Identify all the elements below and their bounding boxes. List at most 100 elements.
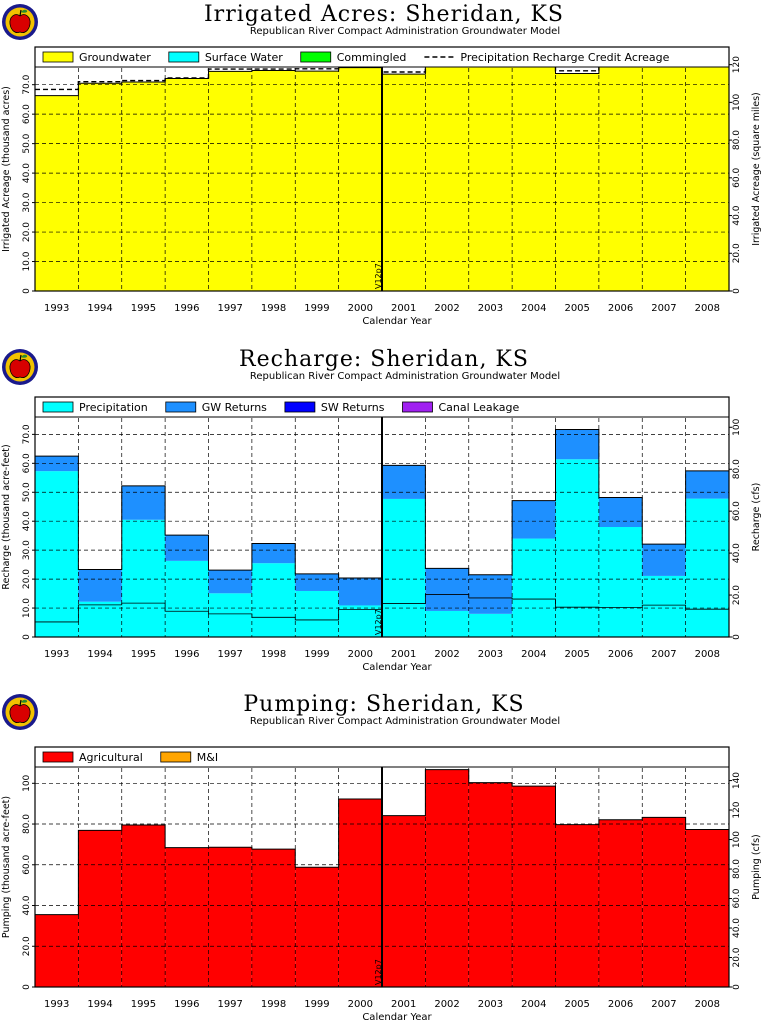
x-tick-label: 2004: [521, 999, 546, 1010]
recharge-panel: Recharge: Sheridan, KS Republican River …: [0, 345, 768, 685]
bar-precipitation: [598, 527, 643, 637]
bar-precipitation: [685, 498, 729, 637]
left-axis-tick-label: 0: [22, 288, 32, 294]
bar-groundwater: [165, 78, 209, 291]
right-axis-tick-label: 80.0: [732, 130, 742, 150]
legend-swatch: [165, 401, 197, 413]
bar-agricultural: [642, 817, 686, 987]
legend-swatch: [160, 751, 192, 763]
x-tick-label: 1996: [174, 303, 199, 314]
right-axis-tick-label: 140: [732, 772, 742, 789]
bar-precipitation: [382, 498, 426, 637]
left-axis-tick-label: 50.0: [22, 133, 32, 153]
bar-precipitation: [78, 601, 122, 637]
vline-label: V12p7: [374, 609, 383, 635]
bar-precipitation: [165, 560, 209, 637]
bar-agricultural: [338, 798, 382, 987]
left-axis-tick-label: 40.0: [22, 511, 32, 531]
x-tick-label: 2007: [651, 999, 676, 1010]
apple-leaf: [21, 9, 28, 13]
bar-groundwater: [338, 67, 382, 291]
chart-title: Recharge: Sheridan, KS: [239, 347, 529, 372]
x-tick-label: 1999: [304, 649, 329, 660]
x-tick-label: 2007: [651, 649, 676, 660]
x-tick-label: 1997: [217, 999, 242, 1010]
bar-gw-returns: [251, 543, 296, 564]
chart-title: Irrigated Acres: Sheridan, KS: [203, 2, 564, 27]
bar-gw-returns: [121, 485, 166, 520]
x-tick-label: 1996: [174, 999, 199, 1010]
apple-stem: [19, 699, 22, 707]
left-axis-tick-label: 30.0: [22, 540, 32, 560]
legend-swatch: [168, 51, 200, 63]
x-axis-label: Calendar Year: [362, 316, 432, 327]
left-axis-tick-label: 70.0: [22, 424, 32, 444]
left-axis-tick-label: 10.0: [22, 251, 32, 271]
bar-precipitation: [642, 575, 686, 637]
bar-precipitation: [208, 593, 252, 637]
bar-gw-returns: [165, 535, 209, 561]
legend-label: Precipitation: [79, 401, 148, 414]
y-axis-label-right: Recharge (cfs): [751, 483, 762, 552]
right-axis-tick-label: 60.0: [732, 168, 742, 188]
bar-precipitation: [468, 613, 513, 637]
right-axis-tick-label: 20.0: [732, 243, 742, 263]
x-tick-label: 1998: [261, 303, 286, 314]
left-axis-tick-label: 70.0: [22, 74, 32, 94]
bar-gw-returns: [685, 470, 729, 499]
apple-logo: [2, 694, 38, 730]
apple-body: [9, 704, 31, 723]
right-axis-tick-label: 120: [732, 801, 742, 818]
x-tick-label: 1999: [304, 999, 329, 1010]
right-axis-tick-label: 80.0: [732, 459, 742, 479]
bar-agricultural: [121, 825, 166, 987]
right-axis-tick-label: 100: [732, 831, 742, 848]
apple-stem: [19, 9, 22, 17]
x-tick-label: 1999: [304, 303, 329, 314]
x-tick-label: 2003: [478, 999, 503, 1010]
x-tick-label: 2008: [695, 303, 720, 314]
x-tick-label: 2002: [434, 999, 459, 1010]
bar-groundwater: [295, 71, 339, 291]
bar-gw-returns: [382, 465, 426, 499]
x-tick-label: 2005: [564, 303, 589, 314]
x-tick-label: 2001: [391, 649, 416, 660]
pumping-chart: V12p7 Agricultural M&I 0 20.0 40.0 60.0 80.0 100…: [1, 694, 762, 1023]
y-axis-label: Pumping (thousand acre-feet): [1, 796, 12, 938]
recharge-chart: V12p7 Precipitation GW Returns SW Returns Ca…: [1, 349, 762, 673]
legend-swatch: [42, 751, 74, 763]
x-tick-label: 1996: [174, 649, 199, 660]
x-tick-label: 2002: [434, 303, 459, 314]
bar-groundwater: [121, 82, 166, 291]
left-axis-tick-label: 20.0: [22, 936, 32, 956]
bar-groundwater: [425, 66, 469, 292]
irrigated-acres-panel: Irrigated Acres: Sheridan, KS Republican…: [0, 0, 768, 340]
right-axis-tick-label: 120: [732, 56, 742, 73]
bar-agricultural: [382, 815, 426, 987]
bar-gw-returns: [555, 429, 599, 460]
apple-leaf: [21, 699, 28, 703]
irrigated-acres-chart: V12p7 Groundwater Surface Water Commingled P…: [1, 4, 762, 327]
x-tick-label: 2003: [478, 649, 503, 660]
left-axis-tick-label: 10.0: [22, 598, 32, 618]
legend-label: Surface Water: [205, 51, 283, 64]
x-tick-label: 1995: [131, 649, 156, 660]
x-tick-label: 2000: [348, 999, 373, 1010]
right-axis-tick-label: 20.0: [732, 585, 742, 605]
left-axis-tick-label: 30.0: [22, 192, 32, 212]
bar-agricultural: [468, 782, 513, 987]
legend-label: Canal Leakage: [439, 401, 520, 414]
bar-groundwater: [208, 71, 252, 291]
bar-agricultural: [685, 829, 729, 987]
left-axis-tick-label: 20.0: [22, 222, 32, 242]
apple-logo: [2, 4, 38, 40]
bar-gw-returns: [338, 577, 382, 606]
pumping-panel: Pumping: Sheridan, KS Republican River C…: [0, 690, 768, 1030]
legend-label: M&I: [197, 751, 218, 764]
right-axis-tick-label: 40.0: [732, 205, 742, 225]
right-axis-tick-label: 20.0: [732, 947, 742, 967]
bar-groundwater: [512, 64, 556, 291]
x-tick-label: 2006: [608, 999, 633, 1010]
bar-groundwater: [642, 66, 686, 292]
left-axis-tick-label: 60.0: [22, 854, 32, 874]
